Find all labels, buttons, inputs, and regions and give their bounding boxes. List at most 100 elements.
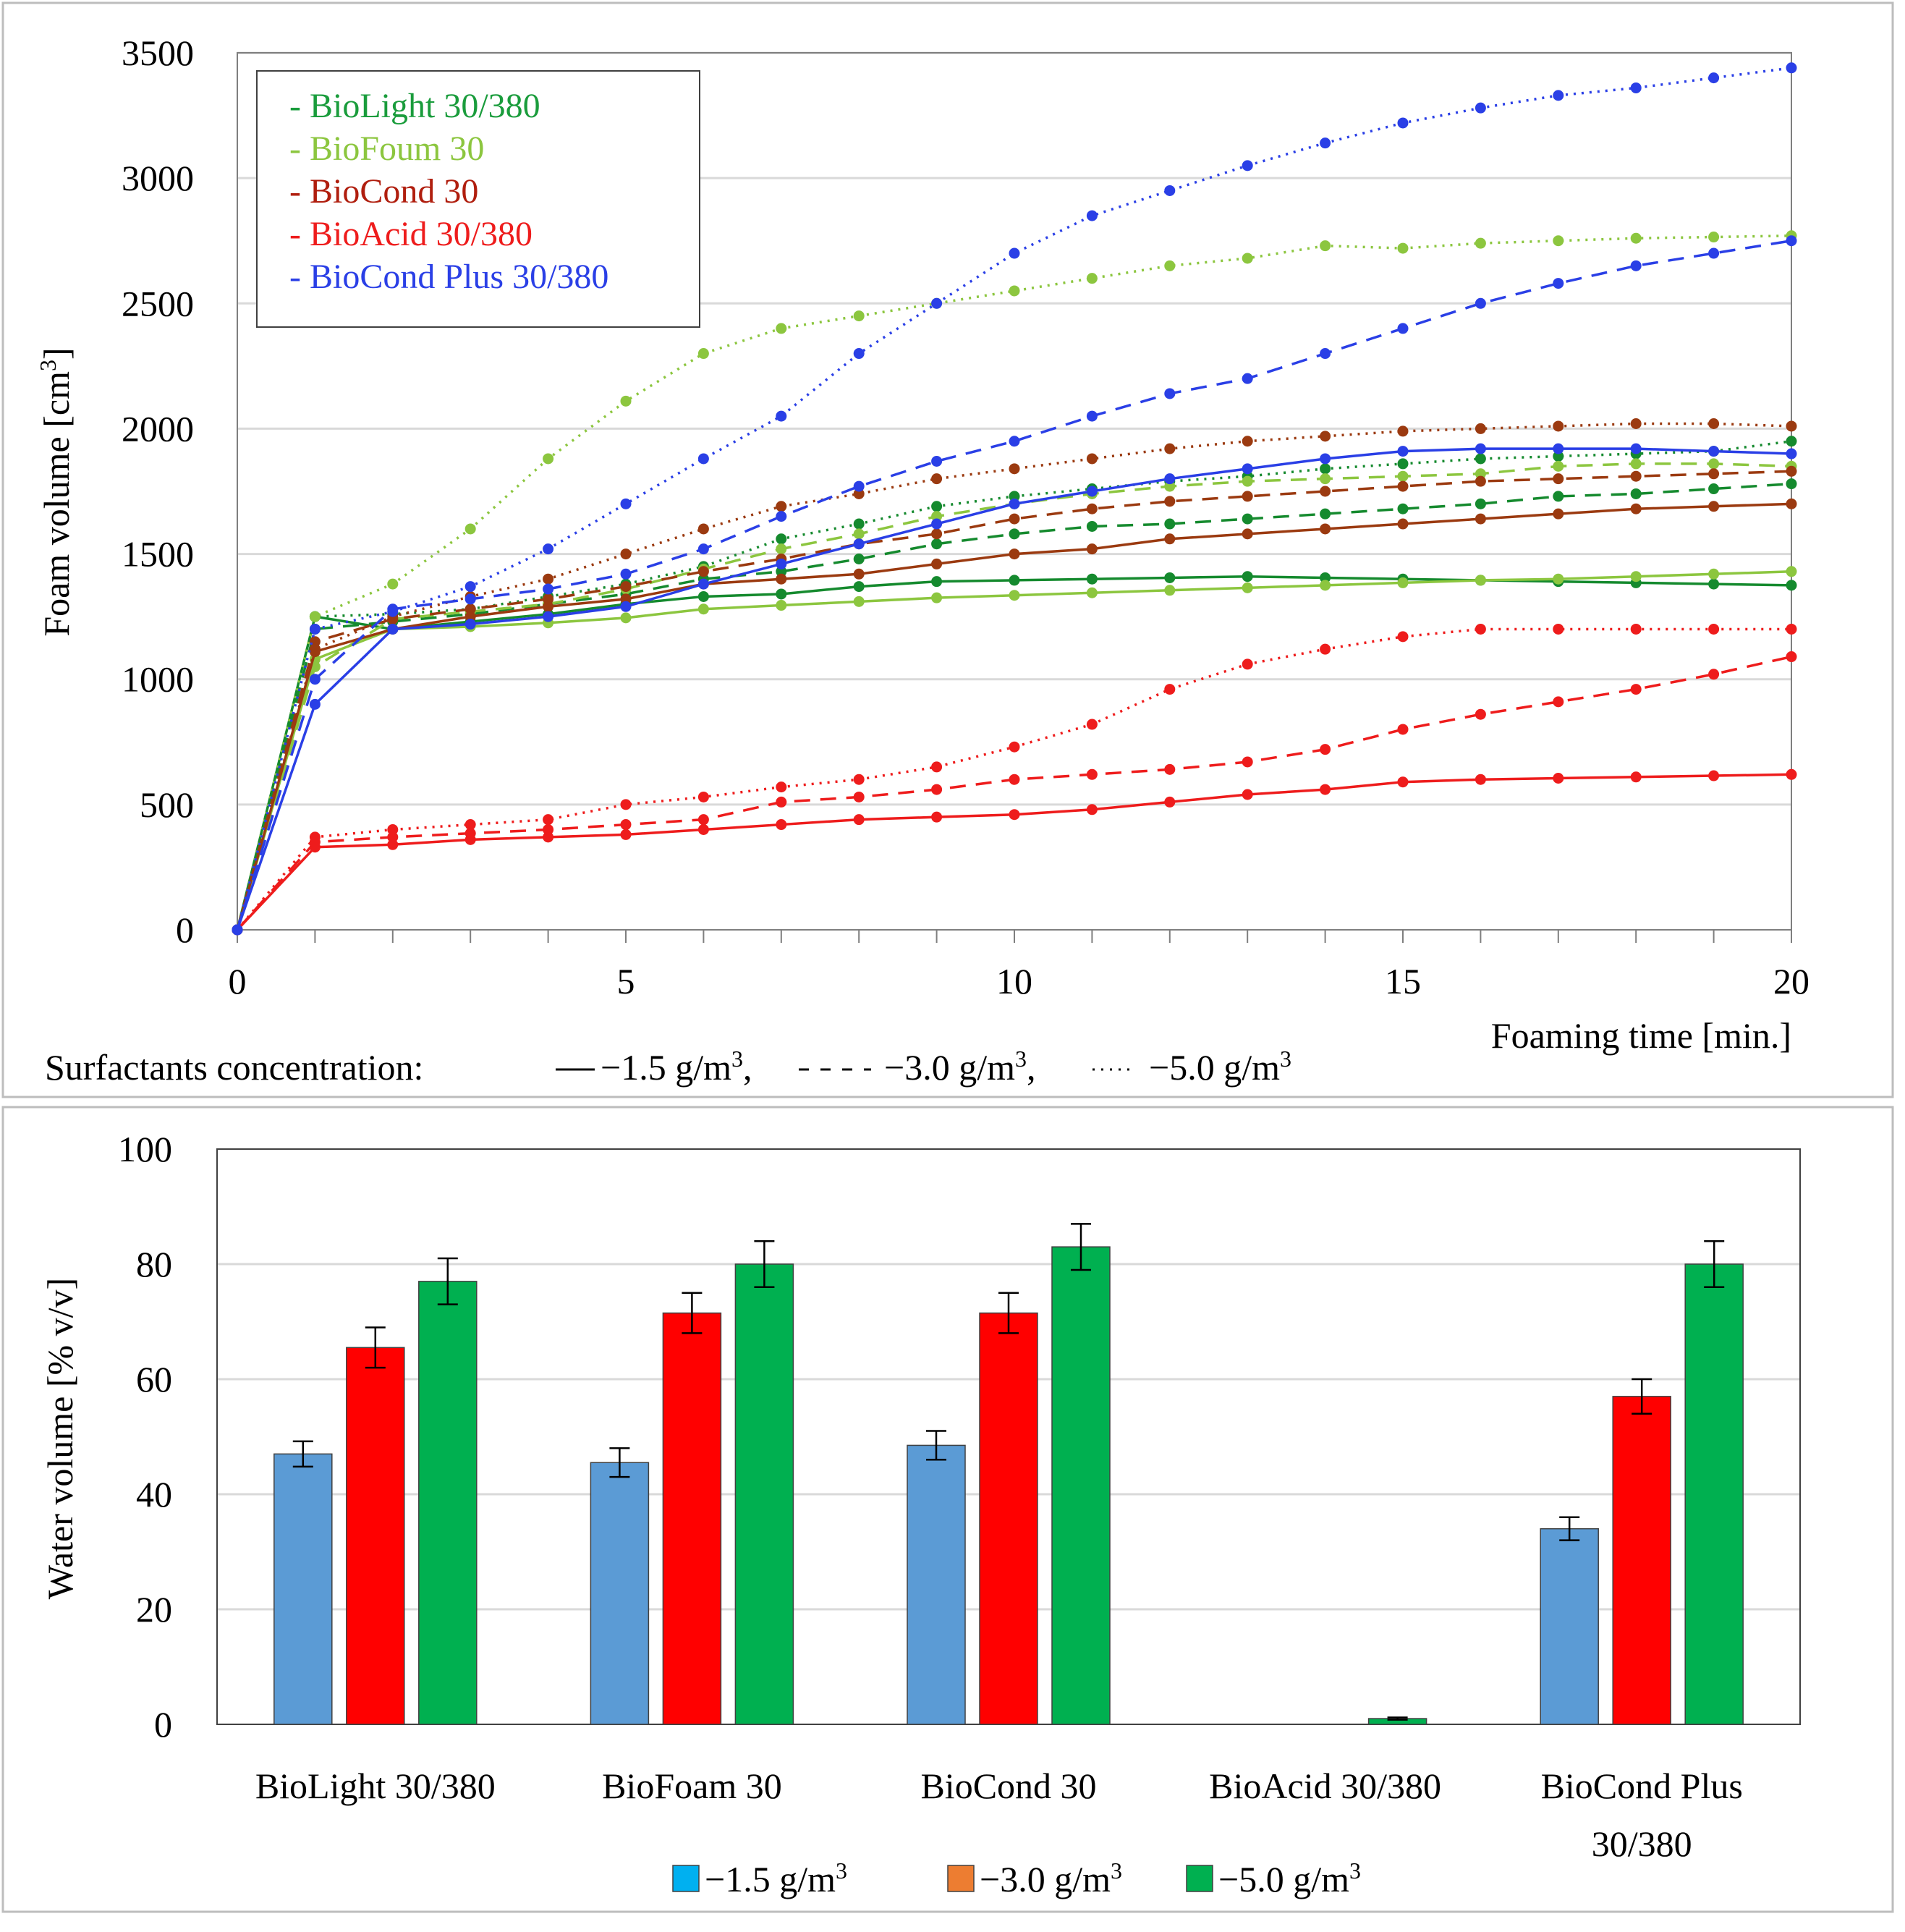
data-point xyxy=(1320,643,1331,655)
data-point xyxy=(1630,623,1642,635)
data-point xyxy=(1320,431,1331,442)
data-point xyxy=(1786,448,1797,459)
data-point xyxy=(1708,468,1720,480)
data-point xyxy=(1708,568,1720,580)
data-point xyxy=(853,480,865,492)
data-point xyxy=(1009,498,1020,509)
data-point xyxy=(1009,436,1020,447)
data-point xyxy=(543,814,554,826)
bar-y-tick-label-40: 40 xyxy=(136,1474,172,1514)
data-point xyxy=(1397,242,1409,254)
data-point xyxy=(1630,418,1642,430)
data-point xyxy=(1086,719,1098,730)
data-point xyxy=(1242,475,1253,487)
data-point xyxy=(1475,453,1486,465)
data-point xyxy=(1086,453,1098,465)
data-point xyxy=(620,819,632,831)
data-point xyxy=(387,823,399,835)
data-point xyxy=(464,611,476,622)
data-point xyxy=(1397,446,1409,457)
data-point xyxy=(776,501,787,512)
data-point xyxy=(1553,696,1564,708)
data-point xyxy=(1475,423,1486,434)
line-chart-y-axis-label: Foam volume [cm3] xyxy=(35,347,77,636)
foam-volume-line-chart: 0 500 1000 1500 2000 2500 3000 3500 0 5 10 15 20 Fo… xyxy=(35,33,1809,1088)
data-point xyxy=(853,348,865,360)
data-point xyxy=(1630,232,1642,244)
series-line-13 xyxy=(236,239,1792,931)
data-point xyxy=(931,592,943,603)
x-tick-label-15: 15 xyxy=(1385,961,1421,1001)
bar-1-1 xyxy=(662,1312,722,1725)
data-point xyxy=(776,819,787,831)
data-point xyxy=(1708,247,1720,259)
bar-4-2 xyxy=(1684,1263,1744,1725)
data-point xyxy=(853,568,865,580)
x-tick-label-10: 10 xyxy=(996,961,1032,1001)
category-label-4-line2: 30/380 xyxy=(1592,1823,1692,1864)
data-point xyxy=(543,823,554,835)
bar-legend-entry-2: −5.0 g/m3 xyxy=(1186,1857,1361,1899)
data-point xyxy=(931,455,943,467)
data-point xyxy=(1397,470,1409,482)
concentration-note: Surfactants concentration: xyxy=(45,1047,423,1088)
data-point xyxy=(776,600,787,611)
y-tick-label-1500: 1500 xyxy=(122,534,194,575)
data-point xyxy=(543,583,554,595)
data-point xyxy=(1086,768,1098,780)
data-point xyxy=(1086,486,1098,497)
line-chart-x-tick-labels: 0 5 10 15 20 xyxy=(229,961,1810,1001)
bar-y-tick-label-0: 0 xyxy=(154,1704,172,1745)
data-point xyxy=(464,603,476,615)
y-tick-label-3500: 3500 xyxy=(122,33,194,73)
data-point xyxy=(1164,796,1176,808)
data-point xyxy=(1786,651,1797,663)
data-point xyxy=(464,581,476,593)
data-point xyxy=(853,488,865,499)
data-point xyxy=(1397,577,1409,588)
data-point xyxy=(464,593,476,605)
data-point xyxy=(697,590,709,602)
data-point xyxy=(1708,446,1720,457)
data-point xyxy=(543,611,554,622)
data-point xyxy=(1086,573,1098,585)
data-point xyxy=(1786,436,1797,447)
data-point xyxy=(931,538,943,550)
legend-label-text: −5.0 g/m xyxy=(1218,1859,1349,1899)
data-point xyxy=(1553,90,1564,101)
data-point xyxy=(1242,571,1253,582)
data-point xyxy=(1630,488,1642,499)
data-point xyxy=(1320,453,1331,465)
line-chart-ticks xyxy=(237,930,1792,943)
bar-1-0 xyxy=(590,1462,650,1725)
data-point xyxy=(1786,420,1797,432)
data-point xyxy=(1708,458,1720,470)
data-point xyxy=(1708,483,1720,495)
series-14 xyxy=(232,62,1797,936)
data-point xyxy=(1553,278,1564,289)
bar-2-2 xyxy=(1051,1246,1111,1725)
data-point xyxy=(543,831,554,843)
data-point xyxy=(464,819,476,831)
data-point xyxy=(1553,573,1564,585)
data-point xyxy=(931,784,943,795)
data-point xyxy=(620,548,632,560)
data-point xyxy=(1708,72,1720,84)
data-point xyxy=(931,558,943,569)
data-point xyxy=(1397,776,1409,788)
data-point xyxy=(1320,744,1331,755)
data-point xyxy=(1320,473,1331,485)
data-point xyxy=(776,558,787,569)
data-point xyxy=(1242,658,1253,670)
data-point xyxy=(776,543,787,555)
data-point xyxy=(931,511,943,522)
data-point xyxy=(1475,774,1486,785)
data-point xyxy=(931,297,943,309)
legend-label-2: −5.0 g/m3 xyxy=(1218,1857,1361,1899)
data-point xyxy=(1164,533,1176,545)
bar-y-tick-label-80: 80 xyxy=(136,1244,172,1284)
data-point xyxy=(620,799,632,810)
legend-swatch-1 xyxy=(947,1865,975,1892)
data-point xyxy=(1009,590,1020,601)
bar-chart-category-labels: BioLight 30/380 BioFoam 30 BioCond 30 BioAc… xyxy=(255,1766,1743,1864)
